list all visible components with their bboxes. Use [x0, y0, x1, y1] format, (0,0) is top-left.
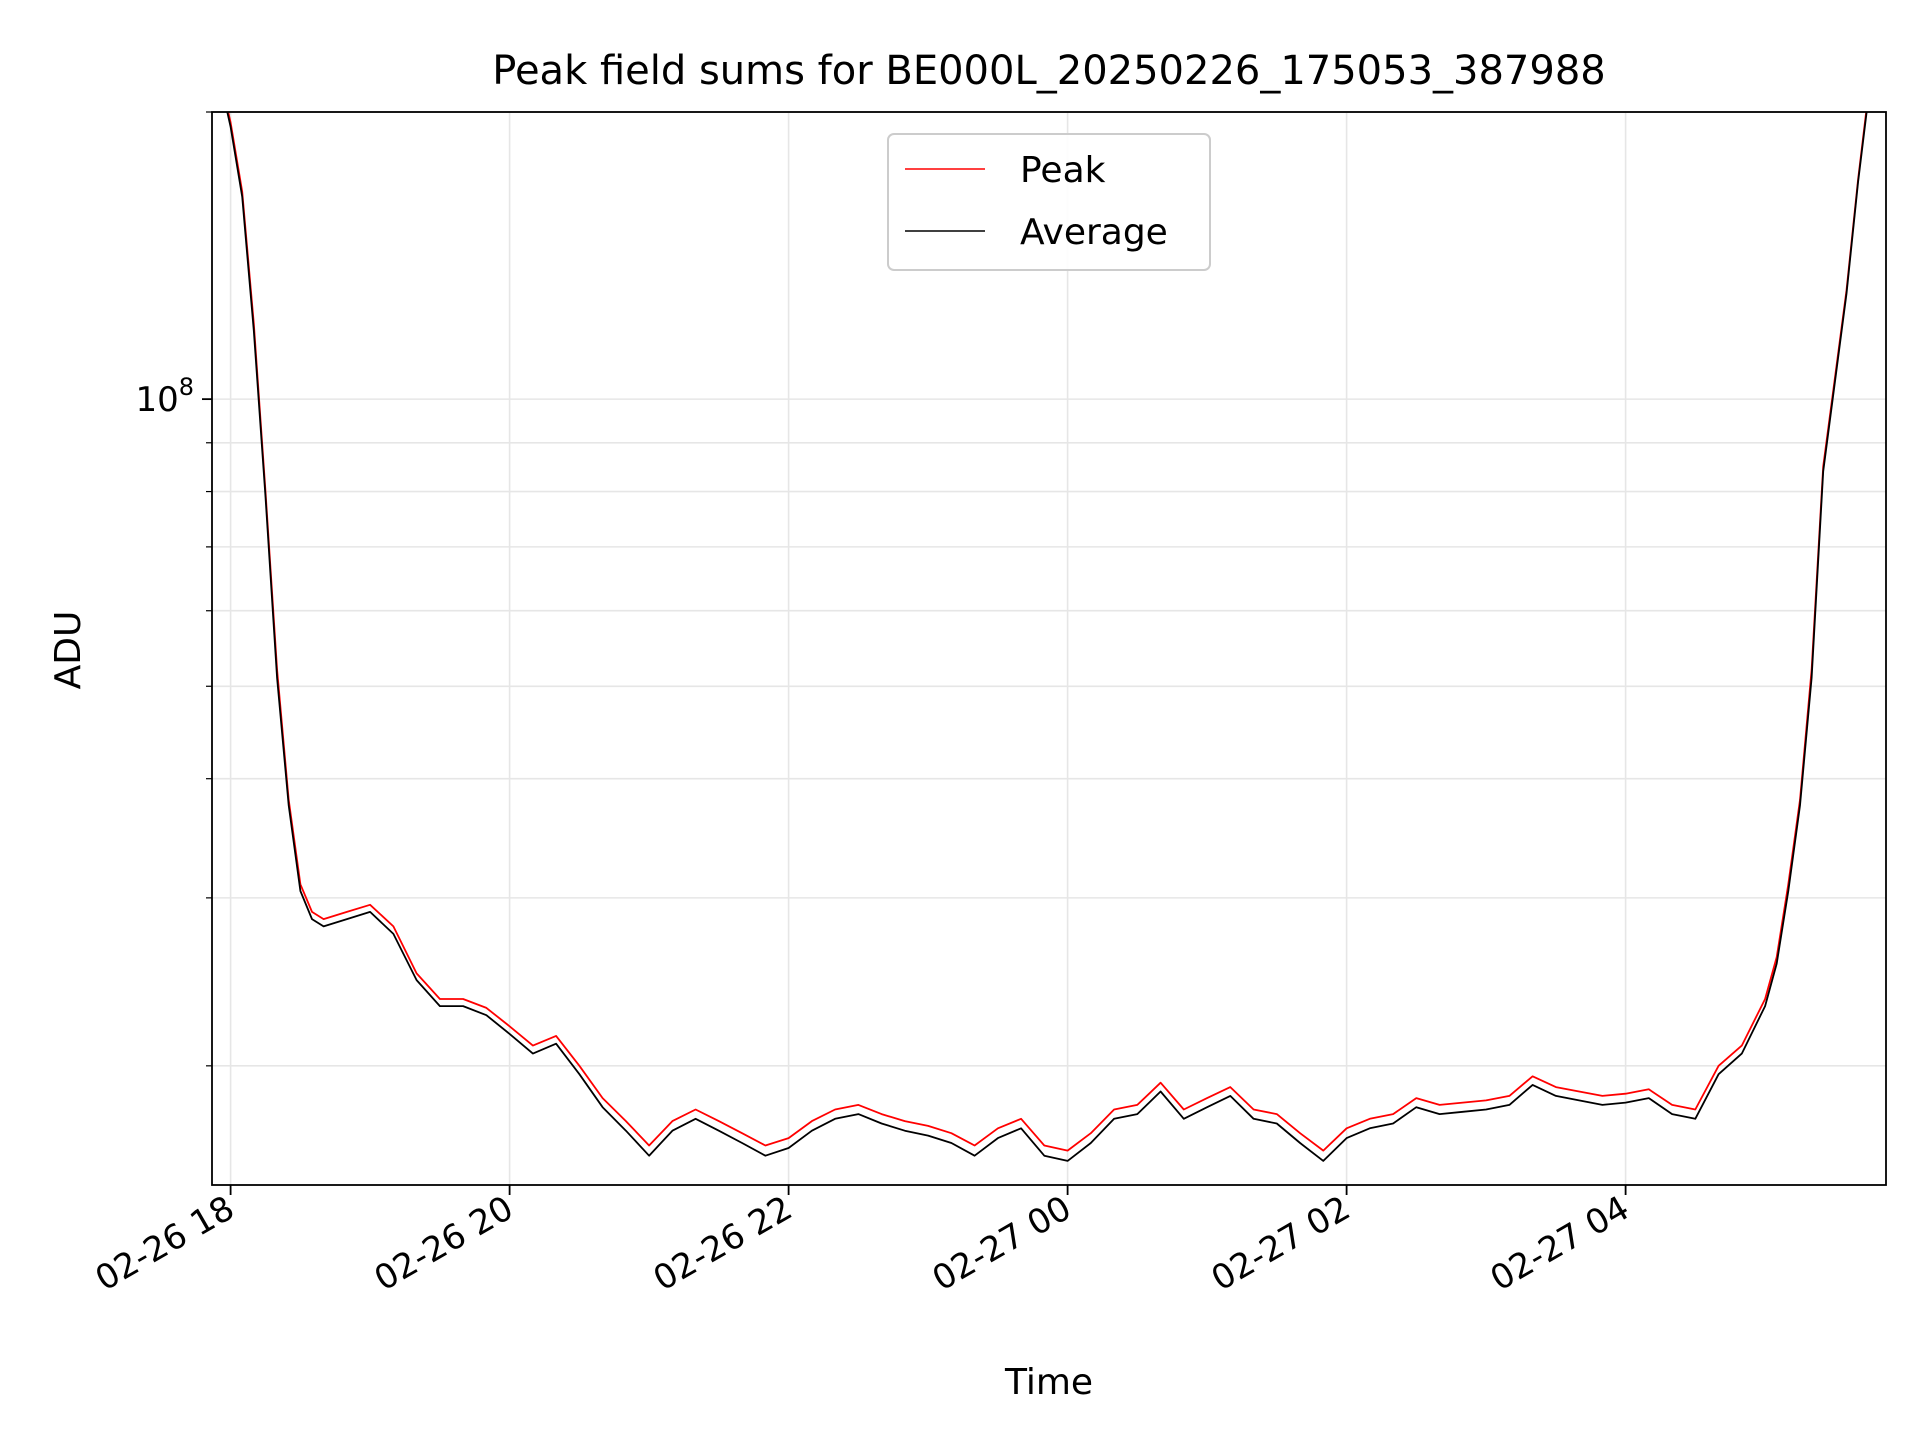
series-line-peak [227, 112, 1868, 1152]
y-axis-ticks: 108 [135, 111, 212, 1067]
series-line-average [226, 112, 1868, 1162]
series-lines [226, 112, 1868, 1162]
x-axis-label: Time [1004, 1362, 1093, 1403]
plot-frame [211, 111, 1887, 1186]
legend-label-peak: Peak [1020, 150, 1106, 191]
grid [212, 111, 1886, 1185]
chart-title: Peak field sums for BE000L_20250226_1750… [492, 48, 1605, 94]
legend-box [887, 133, 1211, 271]
y-tick-label: 108 [135, 373, 194, 420]
y-axis-label: ADU [48, 611, 89, 690]
legend: Peak Average [887, 133, 1211, 271]
legend-label-average: Average [1020, 212, 1168, 253]
